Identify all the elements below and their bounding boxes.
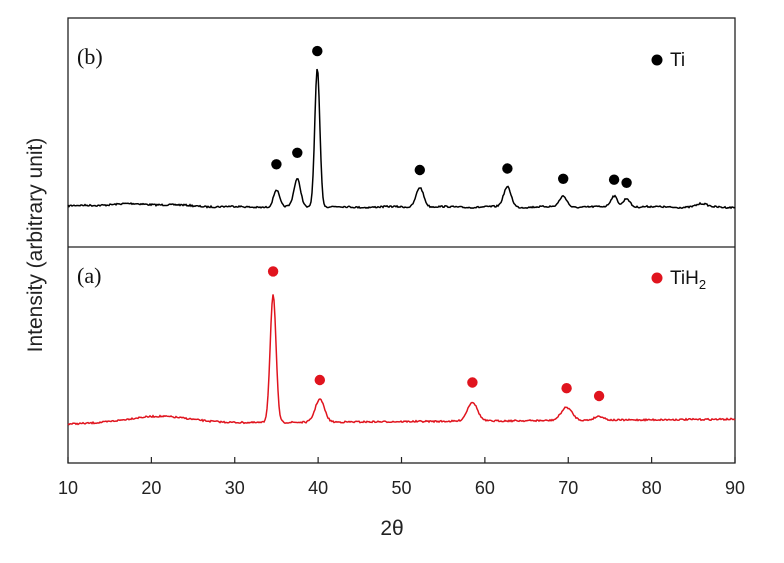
legend-label-tih2-subscript: 2 bbox=[699, 277, 706, 292]
x-tick-label: 70 bbox=[558, 478, 578, 498]
legend-label-tih2: TiH2 bbox=[670, 268, 706, 292]
x-tick-label: 80 bbox=[642, 478, 662, 498]
x-tick-label: 50 bbox=[391, 478, 411, 498]
ti-peak-marker bbox=[292, 147, 303, 158]
x-axis-title: 2θ bbox=[380, 517, 403, 540]
ti-peak-marker bbox=[621, 177, 632, 188]
ti-peak-marker bbox=[558, 173, 569, 184]
tih2-peak-marker bbox=[467, 377, 478, 388]
tih2-peak-marker bbox=[561, 383, 572, 394]
legend-marker-ti bbox=[651, 54, 663, 66]
legend-ti: Ti bbox=[651, 50, 685, 71]
ti-peak-marker bbox=[502, 163, 513, 174]
x-tick-label: 40 bbox=[308, 478, 328, 498]
ti-peak-marker bbox=[414, 164, 425, 176]
legend-label-tih2-base: TiH bbox=[670, 268, 699, 289]
series-line-ti bbox=[67, 68, 736, 210]
ti-peak-marker bbox=[271, 159, 282, 170]
x-tick-label: 60 bbox=[475, 478, 495, 498]
series-line-tih2 bbox=[67, 294, 736, 426]
x-axis-ticks: 10 20 30 40 50 60 70 80 90 bbox=[58, 457, 745, 498]
tih2-peak-marker bbox=[593, 390, 605, 402]
legend-tih2: TiH2 bbox=[651, 268, 706, 292]
y-axis-title: Intensity (arbitrary unit) bbox=[24, 138, 47, 353]
tih2-peak-markers bbox=[267, 266, 605, 402]
x-tick-label: 10 bbox=[58, 478, 78, 498]
x-tick-label: 20 bbox=[141, 478, 161, 498]
tih2-peak-marker bbox=[314, 374, 325, 386]
ti-peak-marker bbox=[608, 174, 620, 185]
x-tick-label: 30 bbox=[225, 478, 245, 498]
ti-peak-markers bbox=[271, 45, 632, 188]
ti-peak-marker bbox=[312, 45, 323, 57]
panel-label-a: (a) bbox=[77, 263, 101, 288]
legend-marker-tih2 bbox=[651, 272, 663, 284]
panel-label-b: (b) bbox=[77, 44, 103, 69]
legend-label-ti: Ti bbox=[670, 50, 685, 71]
x-tick-label: 90 bbox=[725, 478, 745, 498]
tih2-peak-marker bbox=[267, 266, 279, 277]
plot-frame bbox=[67, 17, 736, 464]
